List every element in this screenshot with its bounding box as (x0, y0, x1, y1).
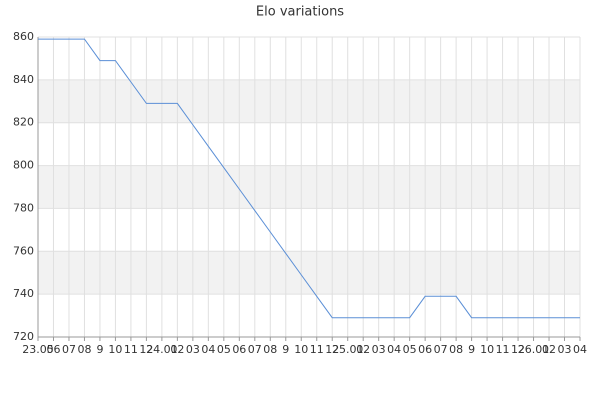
x-tick-label: 02 (542, 343, 556, 356)
x-tick-label: 02 (170, 343, 184, 356)
x-tick-label: 07 (62, 343, 76, 356)
x-tick-label: 06 (232, 343, 246, 356)
x-tick-label: 23.05 (22, 343, 54, 356)
y-tick-label: 860 (13, 30, 34, 43)
x-tick-label: 10 (294, 343, 308, 356)
x-tick-label: 11 (124, 343, 138, 356)
x-tick-label: 10 (480, 343, 494, 356)
x-tick-label: 25.01 (332, 343, 364, 356)
x-tick-label: 05 (217, 343, 231, 356)
x-tick-label: 04 (573, 343, 587, 356)
x-tick-label: 06 (418, 343, 432, 356)
y-tick-label: 740 (13, 287, 34, 300)
x-tick-label: 12 (139, 343, 153, 356)
x-tick-label: 08 (77, 343, 91, 356)
x-tick-label: 06 (46, 343, 60, 356)
y-tick-label: 760 (13, 244, 34, 257)
grid-band (38, 79, 580, 123)
x-tick-label: 05 (403, 343, 417, 356)
y-tick-label: 820 (13, 116, 34, 129)
x-tick-label: 11 (496, 343, 510, 356)
y-tick-label: 800 (13, 159, 34, 172)
y-tick-label: 780 (13, 201, 34, 214)
x-tick-label: 02 (356, 343, 370, 356)
x-tick-label: 9 (468, 343, 475, 356)
x-tick-label: 11 (310, 343, 324, 356)
x-tick-label: 24.01 (146, 343, 178, 356)
y-tick-label: 840 (13, 73, 34, 86)
y-tick-label: 720 (13, 330, 34, 343)
chart-title: Elo variations (256, 5, 344, 20)
x-tick-label: 03 (558, 343, 572, 356)
x-tick-label: 08 (263, 343, 277, 356)
x-tick-label: 04 (387, 343, 401, 356)
line (38, 38, 580, 319)
x-tick-label: 9 (282, 343, 289, 356)
x-tick-label: 03 (372, 343, 386, 356)
x-tick-label: 04 (201, 343, 215, 356)
x-tick-label: 9 (96, 343, 103, 356)
x-tick-label: 08 (449, 343, 463, 356)
grid-band (38, 251, 580, 295)
x-tick-label: 10 (108, 343, 122, 356)
x-tick-label: 12 (511, 343, 525, 356)
x-tick-label: 12 (325, 343, 339, 356)
grid-band (38, 165, 580, 209)
x-tick-label: 03 (186, 343, 200, 356)
x-tick-label: 07 (434, 343, 448, 356)
x-tick-label: 07 (248, 343, 262, 356)
x-tick-label: 26.01 (518, 343, 550, 356)
